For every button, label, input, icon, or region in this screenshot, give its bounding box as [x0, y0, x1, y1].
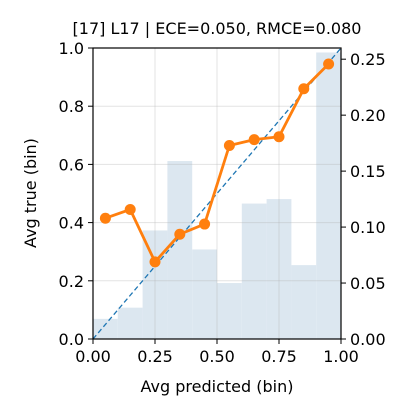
- y-tick-label: 1.0: [59, 39, 84, 58]
- histogram-bar: [117, 307, 143, 339]
- histogram-bar: [291, 265, 317, 339]
- y-axis-label: Avg true (bin): [21, 138, 40, 248]
- histogram-bar: [241, 203, 267, 339]
- series-point: [273, 131, 285, 143]
- series-point: [223, 139, 235, 151]
- histogram-bar: [316, 52, 341, 339]
- histogram-bar: [93, 318, 118, 339]
- x-axis-label: Avg predicted (bin): [141, 377, 294, 396]
- x-tick-label: 0.00: [75, 347, 111, 366]
- histogram-bar: [167, 161, 193, 339]
- x-tick-label: 0.75: [261, 347, 297, 366]
- series-point: [248, 134, 260, 146]
- y-tick-label: 0.8: [59, 97, 84, 116]
- histogram-bar: [142, 230, 168, 339]
- y-right-tick-label: 0.15: [350, 162, 386, 181]
- series-point: [174, 228, 186, 240]
- series-point: [99, 212, 111, 224]
- x-axis-ticks: 0.00 0.25 0.50 0.75 1.00: [75, 339, 359, 366]
- histogram-bar: [266, 199, 292, 339]
- y-axis-ticks: 0.0 0.2 0.4 0.6 0.8 1.0: [59, 39, 93, 349]
- y-tick-label: 0.6: [59, 155, 84, 174]
- x-tick-label: 0.25: [137, 347, 173, 366]
- y-right-axis-ticks: 0.00 0.05 0.10 0.15 0.20 0.25: [341, 50, 386, 349]
- series-line: [104, 63, 330, 264]
- y-right-tick-label: 0.20: [350, 106, 386, 125]
- y-right-tick-label: 0.00: [350, 330, 386, 349]
- series-point: [298, 83, 310, 95]
- y-tick-label: 0.0: [59, 330, 84, 349]
- series-point: [323, 58, 335, 70]
- histogram-bar: [217, 283, 242, 339]
- y-right-tick-label: 0.25: [350, 50, 386, 69]
- y-right-tick-label: 0.05: [350, 274, 386, 293]
- series-point: [199, 218, 211, 230]
- chart-title: [17] L17 | ECE=0.050, RMCE=0.080: [73, 19, 362, 38]
- y-tick-label: 0.4: [59, 214, 84, 233]
- y-right-tick-label: 0.10: [350, 218, 386, 237]
- x-tick-label: 0.50: [199, 347, 235, 366]
- series-point: [149, 256, 161, 268]
- histogram-bar: [192, 249, 217, 339]
- series-layer: [99, 58, 335, 268]
- histogram: [93, 52, 341, 339]
- series-point: [124, 204, 136, 216]
- plot-area: [92, 47, 342, 340]
- y-tick-label: 0.2: [59, 272, 84, 291]
- x-tick-label: 1.00: [323, 347, 359, 366]
